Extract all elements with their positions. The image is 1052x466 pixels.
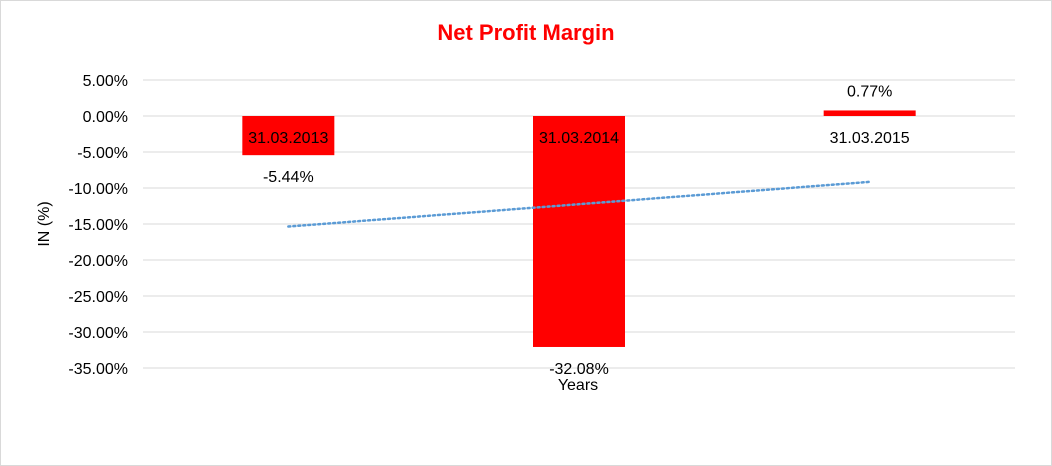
trendline bbox=[287, 180, 871, 228]
bar bbox=[533, 116, 625, 347]
bar bbox=[242, 116, 335, 156]
x-axis-label: Years bbox=[558, 377, 598, 394]
trendline-layer bbox=[287, 180, 871, 228]
data-label: -32.08% bbox=[549, 361, 609, 378]
labels: 31.03.2013 -5.44% 31.03.2014 -32.08% 31.03.2… bbox=[248, 83, 910, 378]
x-tick-label: 31.03.2014 bbox=[539, 130, 619, 147]
x-tick-label: 31.03.2015 bbox=[830, 130, 910, 147]
data-label: 0.77% bbox=[847, 83, 892, 100]
x-tick-label: 31.03.2013 bbox=[248, 130, 328, 147]
y-tick-label: -30.00% bbox=[68, 325, 128, 342]
y-tick-label: -25.00% bbox=[68, 289, 128, 306]
y-tick-label: 5.00% bbox=[83, 73, 128, 90]
y-tick-label: -35.00% bbox=[68, 361, 128, 378]
y-tick-label: -5.00% bbox=[77, 145, 128, 162]
y-tick-label: -20.00% bbox=[68, 253, 128, 270]
y-tick-label: 0.00% bbox=[83, 109, 128, 126]
chart-title: Net Profit Margin bbox=[437, 20, 614, 45]
y-axis-ticks: 5.00% 0.00% -5.00% -10.00% -15.00% -20.00% -25… bbox=[68, 73, 128, 378]
bar bbox=[823, 110, 916, 116]
y-tick-label: -15.00% bbox=[68, 217, 128, 234]
y-axis-label: IN (%) bbox=[36, 201, 53, 246]
data-label: -5.44% bbox=[263, 169, 314, 186]
bars bbox=[242, 110, 916, 347]
y-tick-label: -10.00% bbox=[68, 181, 128, 198]
